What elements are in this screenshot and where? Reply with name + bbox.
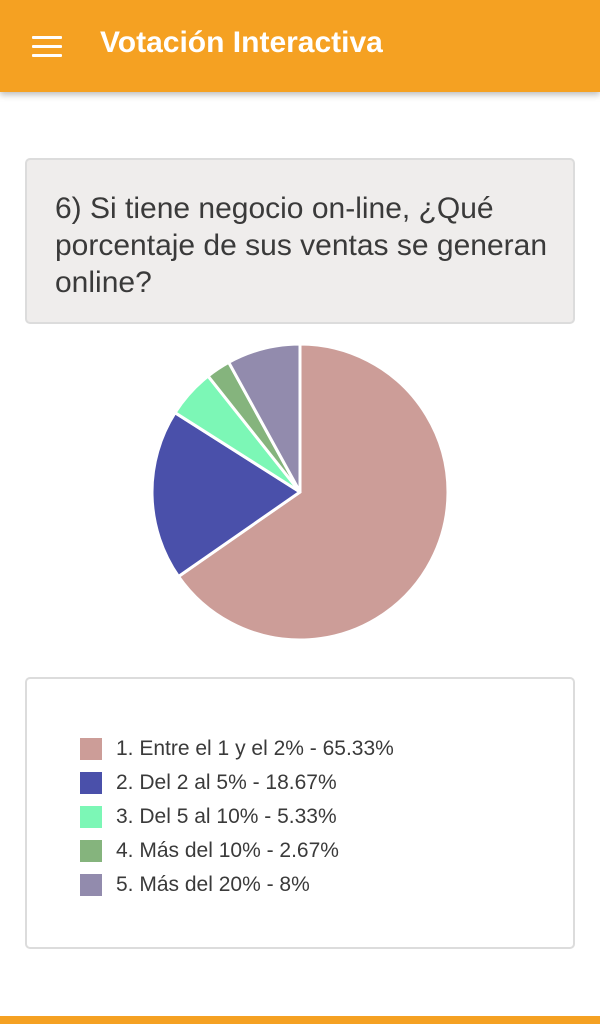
question-text: 6) Si tiene negocio on-line, ¿Qué porcen… [55, 192, 547, 299]
menu-bar-line [32, 54, 62, 57]
pie-slice [176, 342, 450, 642]
menu-bar-line [32, 45, 62, 48]
legend-item: 1. Entre el 1 y el 2% - 65.33% [80, 732, 394, 766]
legend-item: 4. Más del 10% - 2.67% [80, 834, 394, 868]
legend-label: 5. Más del 20% - 8% [116, 873, 310, 896]
legend-swatch [80, 772, 102, 794]
legend-swatch [80, 738, 102, 760]
legend-label: 4. Más del 10% - 2.67% [116, 839, 339, 862]
pie-slice [150, 411, 302, 578]
legend-swatch [80, 806, 102, 828]
question-card: 6) Si tiene negocio on-line, ¿Qué porcen… [25, 158, 575, 324]
legend-swatch [80, 840, 102, 862]
legend-card: 1. Entre el 1 y el 2% - 65.33% 2. Del 2 a… [25, 677, 575, 949]
pie-chart-svg [150, 342, 450, 642]
legend-item: 3. Del 5 al 10% - 5.33% [80, 800, 394, 834]
pie-slice [227, 342, 302, 494]
hamburger-menu-icon[interactable] [32, 36, 62, 58]
legend-label: 3. Del 5 al 10% - 5.33% [116, 805, 337, 828]
app-title: Votación Interactiva [100, 26, 383, 59]
menu-bar-line [32, 36, 62, 39]
legend-label: 1. Entre el 1 y el 2% - 65.33% [116, 737, 394, 760]
legend-label: 2. Del 2 al 5% - 18.67% [116, 771, 337, 794]
legend-swatch [80, 874, 102, 896]
chart-legend: 1. Entre el 1 y el 2% - 65.33% 2. Del 2 a… [80, 732, 394, 902]
legend-item: 2. Del 2 al 5% - 18.67% [80, 766, 394, 800]
pie-chart [148, 340, 452, 644]
legend-item: 5. Más del 20% - 8% [80, 868, 394, 902]
app-bar: Votación Interactiva [0, 0, 600, 92]
bottom-accent-bar [0, 1016, 600, 1024]
